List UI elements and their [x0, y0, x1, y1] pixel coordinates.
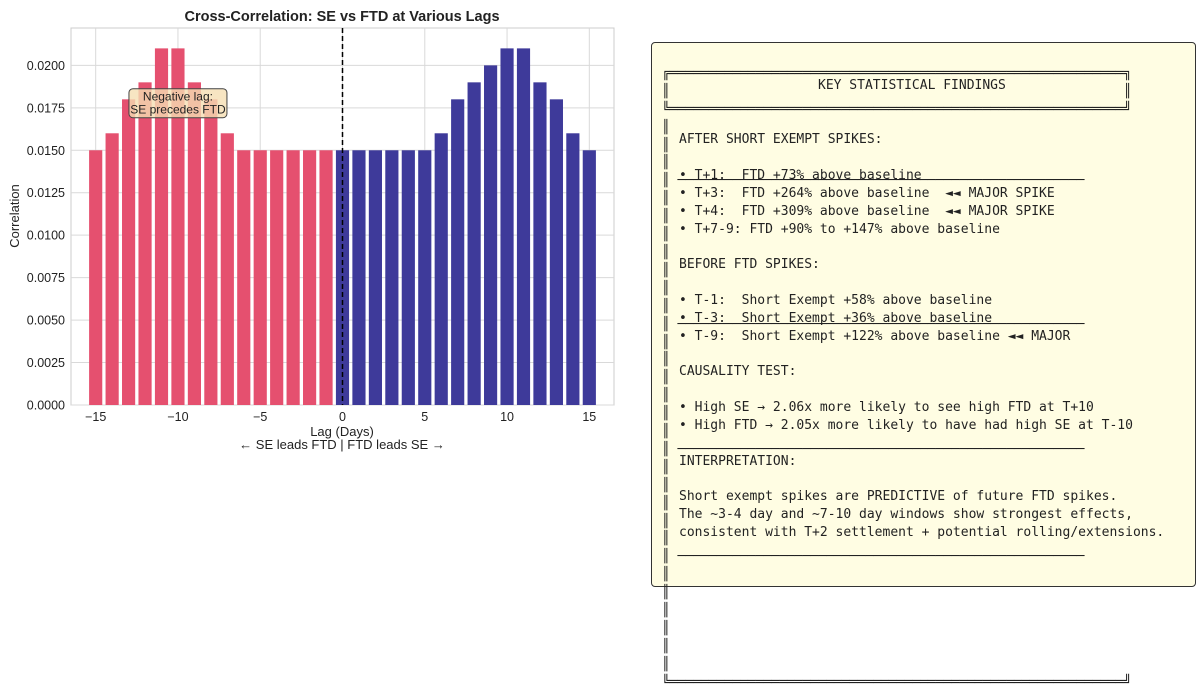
finding-line: • T-3: Short Exempt +36% above baseline — [679, 311, 993, 326]
findings-panel: ╔═══════════════════════════════════════… — [651, 42, 1196, 690]
finding-line: consistent with T+2 settlement + potenti… — [679, 525, 1165, 540]
x-tick-label: 5 — [421, 410, 428, 424]
y-tick-label: 0.0025 — [27, 356, 65, 370]
x-tick-labels: −15 −10 −5 0 5 10 15 — [85, 410, 596, 424]
y-tick-label: 0.0150 — [27, 144, 65, 158]
x-tick-label: 15 — [582, 410, 596, 424]
y-tick-labels: 0.0000 0.0025 0.0050 0.0075 0.0100 0.0125 0.01… — [27, 59, 65, 413]
bar — [533, 82, 547, 405]
y-tick-label: 0.0125 — [27, 186, 65, 200]
findings-frame: ╔═══════════════════════════════════════… — [661, 65, 1132, 690]
annotation-line-1: Negative lag: — [143, 90, 213, 104]
y-tick-label: 0.0075 — [27, 271, 65, 285]
x-tick-label: −5 — [253, 410, 267, 424]
x-axis-label: Lag (Days) — [310, 424, 374, 439]
bar — [237, 150, 251, 405]
bar — [122, 99, 136, 405]
finding-line: • High FTD → 2.05x more likely to have h… — [679, 418, 1133, 433]
findings-title: KEY STATISTICAL FINDINGS — [818, 78, 1006, 93]
bar — [484, 65, 498, 406]
bar — [582, 150, 596, 405]
bar — [319, 150, 333, 405]
y-tick-label: 0.0175 — [27, 101, 65, 115]
section-heading: AFTER SHORT EXEMPT SPIKES: — [679, 132, 883, 147]
annotation-box: Negative lag: SE precedes FTD — [128, 88, 228, 119]
bar — [516, 48, 531, 405]
bar — [138, 82, 152, 405]
bar — [253, 150, 267, 405]
bar — [187, 82, 201, 405]
x-tick-label: −10 — [167, 410, 188, 424]
bar — [385, 150, 399, 405]
finding-line: • High SE → 2.06x more likely to see hig… — [679, 400, 1094, 415]
bar — [220, 133, 234, 406]
y-tick-label: 0.0050 — [27, 314, 65, 328]
bar — [171, 48, 185, 405]
finding-line: • T+7-9: FTD +90% to +147% above baselin… — [679, 222, 1000, 237]
bar — [89, 150, 103, 405]
bar — [368, 150, 382, 405]
bars — [89, 48, 596, 406]
bar — [105, 133, 119, 406]
section-heading: CAUSALITY TEST: — [679, 364, 797, 379]
x-tick-label: −15 — [85, 410, 106, 424]
bar — [566, 133, 580, 406]
annotation-background — [128, 88, 228, 119]
bar — [418, 150, 432, 405]
bar — [352, 150, 366, 405]
finding-line: • T+3: FTD +264% above baseline ◄◄ MAJOR… — [679, 186, 1055, 201]
bar — [434, 133, 448, 406]
bar — [451, 99, 465, 405]
chart-title: Cross-Correlation: SE vs FTD at Various … — [184, 9, 499, 25]
finding-line: • T-9: Short Exempt +122% above baseline… — [679, 329, 1071, 344]
bar — [467, 82, 481, 405]
y-tick-label: 0.0000 — [27, 399, 65, 413]
annotation-line-2: SE precedes FTD — [130, 103, 226, 117]
bar — [303, 150, 317, 405]
cross-correlation-chart: Cross-Correlation: SE vs FTD at Various … — [7, 9, 615, 452]
bar — [154, 48, 169, 405]
bar — [204, 99, 218, 405]
finding-line: • T+1: FTD +73% above baseline — [679, 168, 922, 183]
finding-line: • T-1: Short Exempt +58% above baseline — [679, 293, 993, 308]
findings-content: KEY STATISTICAL FINDINGS AFTER SHORT EXE… — [652, 43, 1164, 540]
section-heading: INTERPRETATION: — [679, 454, 797, 469]
finding-line: The ~3-4 day and ~7-10 day windows show … — [679, 507, 1133, 522]
x-tick-label: 0 — [339, 410, 346, 424]
bar — [549, 99, 563, 405]
bar — [270, 150, 284, 405]
x-axis-sublabel: ← SE leads FTD | FTD leads SE → — [239, 437, 445, 452]
x-tick-label: 10 — [500, 410, 514, 424]
finding-line: • T+4: FTD +309% above baseline ◄◄ MAJOR… — [679, 204, 1055, 219]
bar — [500, 48, 514, 405]
y-tick-label: 0.0200 — [27, 59, 65, 73]
y-axis-label: Correlation — [7, 184, 22, 248]
section-heading: BEFORE FTD SPIKES: — [679, 257, 820, 272]
finding-line: Short exempt spikes are PREDICTIVE of fu… — [679, 489, 1118, 504]
bar — [401, 150, 415, 405]
bar — [286, 150, 300, 405]
y-tick-label: 0.0100 — [27, 229, 65, 243]
